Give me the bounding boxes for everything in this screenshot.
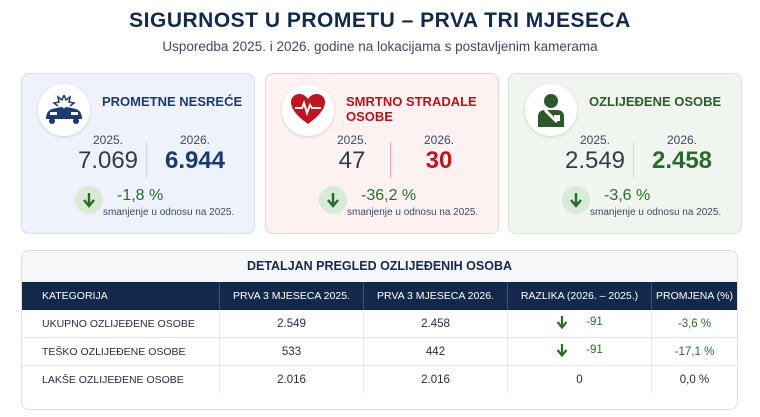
page-subtitle: Usporedba 2025. i 2026. godine na lokaci… xyxy=(162,39,598,54)
year-label-2026: 2026. xyxy=(179,133,211,147)
cell-difference: 0 xyxy=(507,365,652,393)
col-header-change: PROMJENA (%) xyxy=(651,282,737,310)
difference-value: -91 xyxy=(586,316,603,328)
divider xyxy=(633,142,634,178)
divider xyxy=(146,142,147,178)
injured-detail-panel: DETALJAN PREGLED OZLIJEĐENIH OSOBA KATEG… xyxy=(21,250,738,410)
arrow-down-icon xyxy=(562,186,590,214)
year-label-2025: 2025. xyxy=(92,133,124,147)
cell-difference: -91 xyxy=(507,310,652,338)
cell-2026: 442 xyxy=(363,337,508,366)
card-injured: OZLIJEĐENE OSOBE 2025. 2026. 2.549 2.458… xyxy=(508,73,742,234)
cell-change: -17,1 % xyxy=(651,337,737,366)
year-label-2025: 2025. xyxy=(579,133,611,147)
arrow-down-icon xyxy=(319,186,347,214)
card-fatalities: SMRTNO STRADALE OSOBE 2025. 2026. 47 30 … xyxy=(265,73,499,234)
value-2026: 30 xyxy=(425,147,453,174)
change-percent: -1,8 % xyxy=(117,187,164,204)
card-title: SMRTNO STRADALE OSOBE xyxy=(346,94,477,124)
card-title: OZLIJEĐENE OSOBE xyxy=(589,94,722,109)
cell-difference: -91 xyxy=(507,337,652,366)
value-2025: 2.549 xyxy=(564,147,626,174)
arrow-down-icon xyxy=(75,186,103,214)
table-header-row: KATEGORIJA PRVA 3 MJESECA 2025. PRVA 3 M… xyxy=(22,282,737,310)
cell-change: -3,6 % xyxy=(651,310,737,338)
injured-detail-table: KATEGORIJA PRVA 3 MJESECA 2025. PRVA 3 M… xyxy=(22,282,737,393)
arrow-down-icon xyxy=(556,344,568,357)
divider xyxy=(390,142,391,178)
col-header-difference: RAZLIKA (2026. – 2025.) xyxy=(507,282,652,310)
change-note: smanjenje u odnosu na 2025. xyxy=(590,207,722,218)
year-label-2026: 2026. xyxy=(666,133,698,147)
cell-2025: 2.549 xyxy=(219,310,364,338)
table-row: LAKŠE OZLIJEĐENE OSOBE 2.016 2.016 0 0,0… xyxy=(22,365,737,393)
difference-value: -91 xyxy=(586,344,603,356)
change-percent: -36,2 % xyxy=(361,187,417,204)
cell-2026: 2.016 xyxy=(363,365,508,393)
page-title: SIGURNOST U PROMETU – PRVA TRI MJESECA xyxy=(129,9,631,32)
cell-category: UKUPNO OZLIJEĐENE OSOBE xyxy=(22,310,220,338)
change-note: smanjenje u odnosu na 2025. xyxy=(103,207,235,218)
value-2025: 7.069 xyxy=(77,147,139,174)
injured-person-icon xyxy=(525,84,577,136)
change-percent: -3,6 % xyxy=(604,187,651,204)
value-2026: 6.944 xyxy=(164,147,226,174)
value-2025: 47 xyxy=(338,147,366,174)
cell-category: TEŠKO OZLIJEĐENE OSOBE xyxy=(22,337,220,366)
col-header-2026: PRVA 3 MJESECA 2026. xyxy=(363,282,508,310)
cell-2025: 2.016 xyxy=(219,365,364,393)
value-2026: 2.458 xyxy=(651,147,713,174)
card-traffic-accidents: PROMETNE NESREĆE 2025. 2026. 7.069 6.944… xyxy=(21,73,255,234)
cell-category: LAKŠE OZLIJEĐENE OSOBE xyxy=(22,365,220,393)
col-header-2025: PRVA 3 MJESECA 2025. xyxy=(219,282,364,310)
change-note: smanjenje u odnosu na 2025. xyxy=(347,207,479,218)
cell-2025: 533 xyxy=(219,337,364,366)
arrow-down-icon xyxy=(556,316,568,329)
table-row: TEŠKO OZLIJEĐENE OSOBE 533 442 -91 -17,1… xyxy=(22,337,737,366)
heart-pulse-icon xyxy=(282,84,334,136)
year-label-2026: 2026. xyxy=(423,133,455,147)
col-header-category: KATEGORIJA xyxy=(22,282,220,310)
year-label-2025: 2025. xyxy=(336,133,368,147)
cell-change: 0,0 % xyxy=(679,373,710,386)
card-title: PROMETNE NESREĆE xyxy=(102,94,243,109)
table-title: DETALJAN PREGLED OZLIJEĐENIH OSOBA xyxy=(22,251,737,282)
car-crash-icon xyxy=(38,84,90,136)
cell-2026: 2.458 xyxy=(363,310,508,338)
table-row: UKUPNO OZLIJEĐENE OSOBE 2.549 2.458 -91 … xyxy=(22,310,737,338)
